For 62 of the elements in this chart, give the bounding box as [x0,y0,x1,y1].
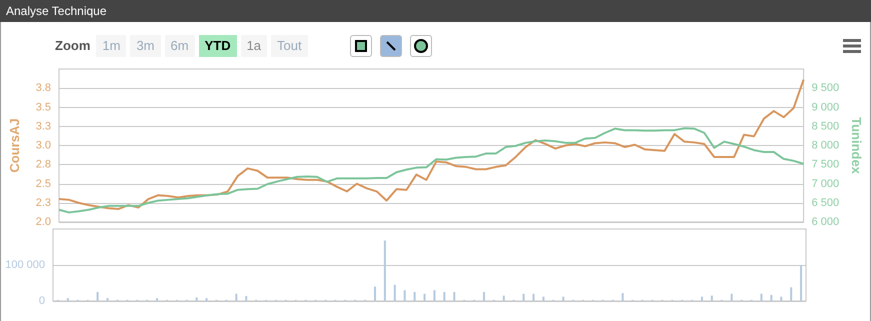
text: 1m [96,35,126,57]
bar [196,297,198,301]
bar [730,294,733,301]
bar [374,286,376,301]
text: Tout [271,35,308,57]
y-tick-label: 3.0 [36,140,51,152]
line-series [58,78,805,210]
bar [206,298,208,301]
bar [245,296,248,301]
bar [424,294,426,301]
bar [96,292,99,301]
y-tick-label: 2.3 [36,196,51,209]
bar [770,294,772,301]
bar [790,287,792,301]
bar [522,294,525,301]
bar [482,292,485,301]
bar [532,294,535,301]
bar [542,296,544,301]
bar [710,296,713,301]
y-tick-label: 3.5 [36,101,51,114]
bar [66,298,69,301]
y-axis-title: CoursAJ [7,118,22,173]
bar [443,292,446,301]
y2-tick-label: 9 000 [812,101,840,114]
y2-tick-label: 6 000 [812,216,840,228]
y2-tick-label: 8 500 [812,120,840,132]
text: 3m [130,35,161,57]
bar [700,296,703,301]
y-tick-label: 0 [38,295,45,307]
bar [800,265,802,301]
bar [156,298,158,301]
y-tick-label: 100 000 [5,259,45,271]
bar [414,292,416,301]
chart-title: Analyse Technique [0,0,871,22]
y-tick-label: 3.8 [36,82,51,94]
y2-tick-label: 7 500 [812,158,840,171]
y-tick-label: 2.5 [36,178,51,190]
y2-tick-label: 8 000 [812,140,840,152]
line-series [58,127,805,214]
y2-tick-label: 6 500 [812,196,840,209]
y2-axis-title: Tunindex [849,117,864,175]
bar [780,296,782,301]
bar [562,296,564,301]
bar [404,290,406,301]
y-tick-label: 2.8 [36,158,51,171]
bar [622,293,624,301]
y-tick-label: 2.0 [36,216,51,228]
y2-tick-label: 9 500 [812,82,840,94]
text: 6m [164,35,195,57]
y2-tick-label: 7 000 [812,178,840,190]
bar [106,298,108,301]
bar [453,292,456,301]
text: Zoom [54,37,92,55]
text: YTD [198,35,237,57]
y-tick-label: 3.3 [36,120,51,132]
bar [433,290,436,301]
text: 1a [240,35,268,57]
bar [502,296,505,301]
bar [394,284,396,301]
bar [760,294,762,301]
bar [235,294,238,301]
bar [384,240,386,301]
